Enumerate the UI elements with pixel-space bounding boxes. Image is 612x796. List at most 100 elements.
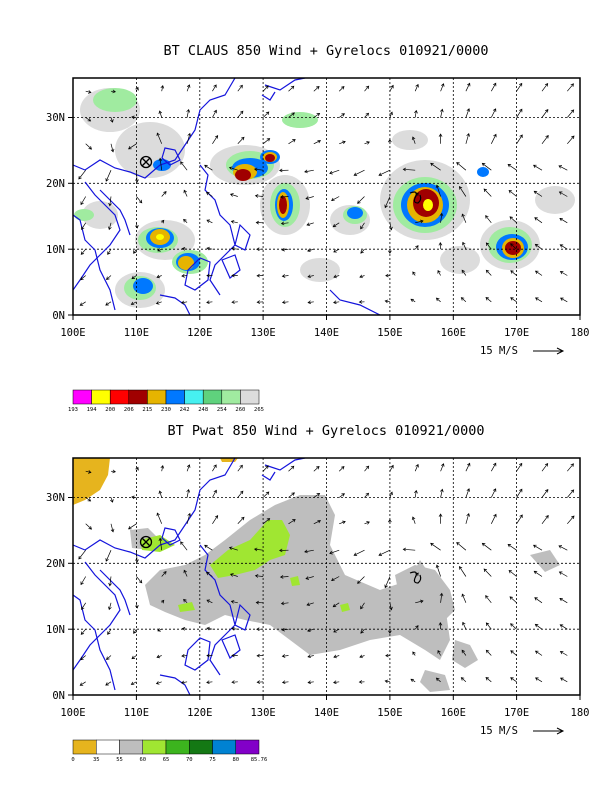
wind-vector <box>237 464 243 472</box>
wind-vector <box>205 191 213 197</box>
wind-vector <box>559 624 568 630</box>
wind-vector <box>459 566 467 577</box>
wind-vector <box>130 681 137 686</box>
wind-vector <box>279 575 289 579</box>
wind-vectors <box>78 82 575 306</box>
wind-vector <box>281 274 289 278</box>
wind-vector <box>110 117 114 123</box>
x-axis-labels: 100E 110E 120E 130E 140E 150E 160E 170E … <box>60 327 589 339</box>
wind-vector <box>108 576 112 587</box>
wind-vector <box>133 249 137 254</box>
wind-vector <box>389 111 393 118</box>
wind-vector <box>490 462 497 472</box>
wind-vector <box>559 271 568 276</box>
wind-vector <box>230 600 238 604</box>
colorbar-label: 0 <box>71 757 74 763</box>
wind-vector <box>281 654 289 658</box>
wind-vector <box>332 602 340 608</box>
wind-vector <box>85 90 92 94</box>
wind-vector <box>206 219 213 224</box>
wind-vector <box>533 164 543 171</box>
colorbar-swatch <box>189 739 213 755</box>
wind-vector <box>438 242 443 250</box>
wind-vector <box>516 488 523 498</box>
wind-vector <box>338 86 345 92</box>
wind-vector <box>437 650 441 656</box>
x-tick-label: 120E <box>187 707 212 719</box>
wind-vector <box>107 249 112 255</box>
wind-vector <box>410 678 416 683</box>
wind-vector <box>80 628 86 635</box>
colorbar-swatch <box>212 739 236 755</box>
wind-vector <box>305 196 314 200</box>
wind-vector <box>364 465 370 472</box>
wind-vector <box>228 166 238 171</box>
wind-vector <box>460 677 467 683</box>
wind-vector <box>158 157 163 171</box>
wind-vector <box>462 241 467 250</box>
wind-vector <box>440 463 445 472</box>
x-tick-label: 160E <box>441 327 466 339</box>
wind-vector <box>516 82 523 92</box>
wind-vector <box>485 622 492 630</box>
wind-vector <box>307 274 314 279</box>
wind-vector <box>305 576 314 580</box>
wind-vector <box>387 518 392 524</box>
wind-vector <box>440 108 444 118</box>
wind-vector <box>435 184 441 197</box>
wind-vector <box>558 191 568 197</box>
wind-vector <box>186 488 191 498</box>
wind-vector <box>438 513 443 524</box>
wind-vector <box>430 162 441 171</box>
wind-vector <box>212 109 217 118</box>
x-tick-label: 180 <box>571 327 590 339</box>
wind-vector <box>256 247 264 252</box>
wind-vector <box>541 134 549 145</box>
wind-vector <box>105 681 112 686</box>
wind-vector <box>183 218 188 224</box>
wind-vector <box>516 462 523 472</box>
wind-vector <box>253 547 264 552</box>
wind-vector <box>256 653 264 658</box>
wind-vector <box>567 515 575 525</box>
wind-vector <box>490 513 497 524</box>
wind-vector <box>186 108 191 118</box>
wind-vector <box>205 571 213 577</box>
wind-vector <box>181 654 188 658</box>
x-tick-label: 130E <box>250 707 275 719</box>
wind-vector <box>80 248 86 255</box>
circled-x-icon <box>139 535 153 549</box>
colorbar-swatch <box>202 389 223 405</box>
wind-vector <box>181 626 188 631</box>
wind-vector <box>183 189 188 197</box>
wind-vector <box>180 300 188 305</box>
wind-vector <box>105 275 112 280</box>
wind-vector <box>131 495 137 500</box>
wind-vector <box>358 680 365 684</box>
wind-vector <box>533 544 543 551</box>
wind-vector <box>206 626 213 631</box>
x-tick-label: 150E <box>377 327 402 339</box>
wind-vector <box>156 274 162 279</box>
y-tick-label: 10N <box>46 244 65 256</box>
wind-vector <box>85 497 92 502</box>
y-tick-label: 20N <box>46 558 65 570</box>
colorbar-label: 70 <box>186 757 193 763</box>
wind-vector <box>313 466 320 472</box>
wind-vector <box>161 190 167 197</box>
x-axis-labels: 100E 110E 120E 130E 140E 150E 160E 170E … <box>60 707 589 719</box>
wind-vector <box>254 194 264 198</box>
wind-vector <box>516 134 523 144</box>
wind-vector <box>180 680 188 685</box>
wind-vector <box>131 655 137 660</box>
wind-vector <box>389 602 393 611</box>
wind-vector <box>507 164 517 171</box>
wind-vector <box>389 491 393 498</box>
wind-vector <box>306 222 314 227</box>
wind-vector <box>535 297 543 303</box>
wind-vector <box>389 222 393 231</box>
wind-vector <box>306 602 314 607</box>
wind-vector <box>329 549 340 555</box>
wind-vector <box>313 493 321 498</box>
wind-vector <box>180 161 188 171</box>
